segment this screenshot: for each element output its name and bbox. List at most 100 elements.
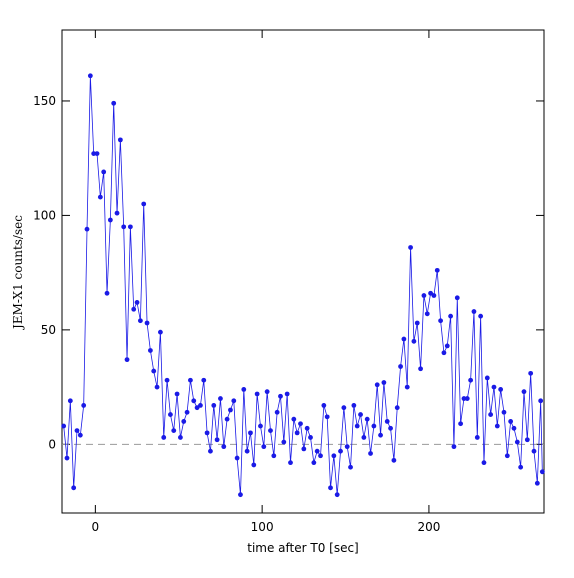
data-point <box>97 194 103 200</box>
data-point <box>181 419 187 424</box>
data-point <box>214 437 220 443</box>
data-point <box>348 464 353 470</box>
data-point <box>361 435 367 440</box>
data-point <box>441 350 447 356</box>
data-point <box>474 435 480 440</box>
data-point <box>271 453 277 459</box>
data-point <box>534 480 540 486</box>
data-point <box>268 428 273 433</box>
data-point <box>211 403 217 408</box>
data-point <box>71 485 77 491</box>
data-point <box>134 300 140 305</box>
data-point <box>184 409 190 415</box>
data-point <box>404 384 410 390</box>
data-point <box>64 455 70 461</box>
data-point <box>538 398 544 404</box>
data-point <box>251 462 257 468</box>
data-point <box>234 455 240 461</box>
plot-frame <box>61 29 545 514</box>
data-point <box>431 293 437 298</box>
data-point <box>298 421 303 427</box>
data-point <box>221 444 227 450</box>
data-point <box>171 428 177 433</box>
data-point <box>104 290 110 296</box>
data-point <box>224 416 230 422</box>
data-point <box>508 419 514 424</box>
data-point <box>424 311 430 317</box>
data-point <box>168 412 173 417</box>
data-point <box>398 364 403 369</box>
x-tick-label: 100 <box>251 520 274 534</box>
data-point <box>334 492 340 498</box>
data-point <box>318 453 323 459</box>
data-point <box>528 370 534 376</box>
data-point <box>328 485 333 491</box>
data-point <box>208 448 213 454</box>
data-point <box>391 457 397 463</box>
x-tick-label: 200 <box>417 520 440 534</box>
data-point <box>117 137 123 143</box>
data-point <box>414 320 420 326</box>
data-point <box>444 343 450 349</box>
data-point <box>381 380 387 385</box>
data-point <box>244 448 250 454</box>
data-point <box>501 409 507 415</box>
data-point <box>408 245 413 250</box>
data-point <box>504 453 510 459</box>
y-tick-label: 100 <box>33 208 56 222</box>
data-point <box>174 391 180 397</box>
data-point <box>241 386 247 392</box>
y-tick-label: 50 <box>41 323 56 337</box>
data-point <box>254 391 260 397</box>
data-point <box>324 414 330 420</box>
data-point <box>127 224 133 230</box>
data-point <box>87 73 93 79</box>
data-point <box>311 460 317 466</box>
data-point <box>461 396 467 401</box>
data-point <box>358 412 363 417</box>
data-point <box>351 403 357 408</box>
data-point <box>101 169 107 175</box>
data-point <box>238 492 243 498</box>
data-point <box>121 224 127 230</box>
data-point <box>354 423 360 429</box>
data-point <box>74 428 80 433</box>
data-point <box>151 368 157 374</box>
data-point <box>454 295 460 301</box>
data-point <box>114 210 120 216</box>
data-point <box>531 448 537 454</box>
data-point <box>364 416 370 422</box>
data-point <box>258 423 263 429</box>
data-point <box>471 309 477 314</box>
data-point <box>294 430 300 436</box>
data-point <box>281 439 287 445</box>
data-point <box>484 375 490 381</box>
data-point <box>524 437 530 443</box>
data-point <box>231 398 237 404</box>
y-tick-label: 0 <box>48 437 56 451</box>
data-point <box>141 201 147 207</box>
data-point <box>158 329 163 335</box>
data-point <box>448 313 454 319</box>
data-point <box>338 448 343 454</box>
data-point <box>188 377 193 383</box>
data-point <box>201 377 207 383</box>
data-point <box>458 421 464 427</box>
data-point <box>164 377 170 383</box>
data-point <box>418 366 423 372</box>
data-point <box>411 338 417 344</box>
data-point <box>288 460 293 466</box>
data-point <box>204 430 210 436</box>
data-point <box>371 423 377 429</box>
x-axis-label: time after T0 [sec] <box>247 541 359 555</box>
data-point <box>218 396 223 401</box>
data-point <box>314 448 320 454</box>
data-point <box>434 267 440 273</box>
data-point <box>374 382 380 388</box>
data-point <box>191 398 197 404</box>
data-point <box>154 384 160 390</box>
data-point <box>107 217 113 223</box>
data-point <box>94 151 100 157</box>
data-point <box>341 405 347 411</box>
